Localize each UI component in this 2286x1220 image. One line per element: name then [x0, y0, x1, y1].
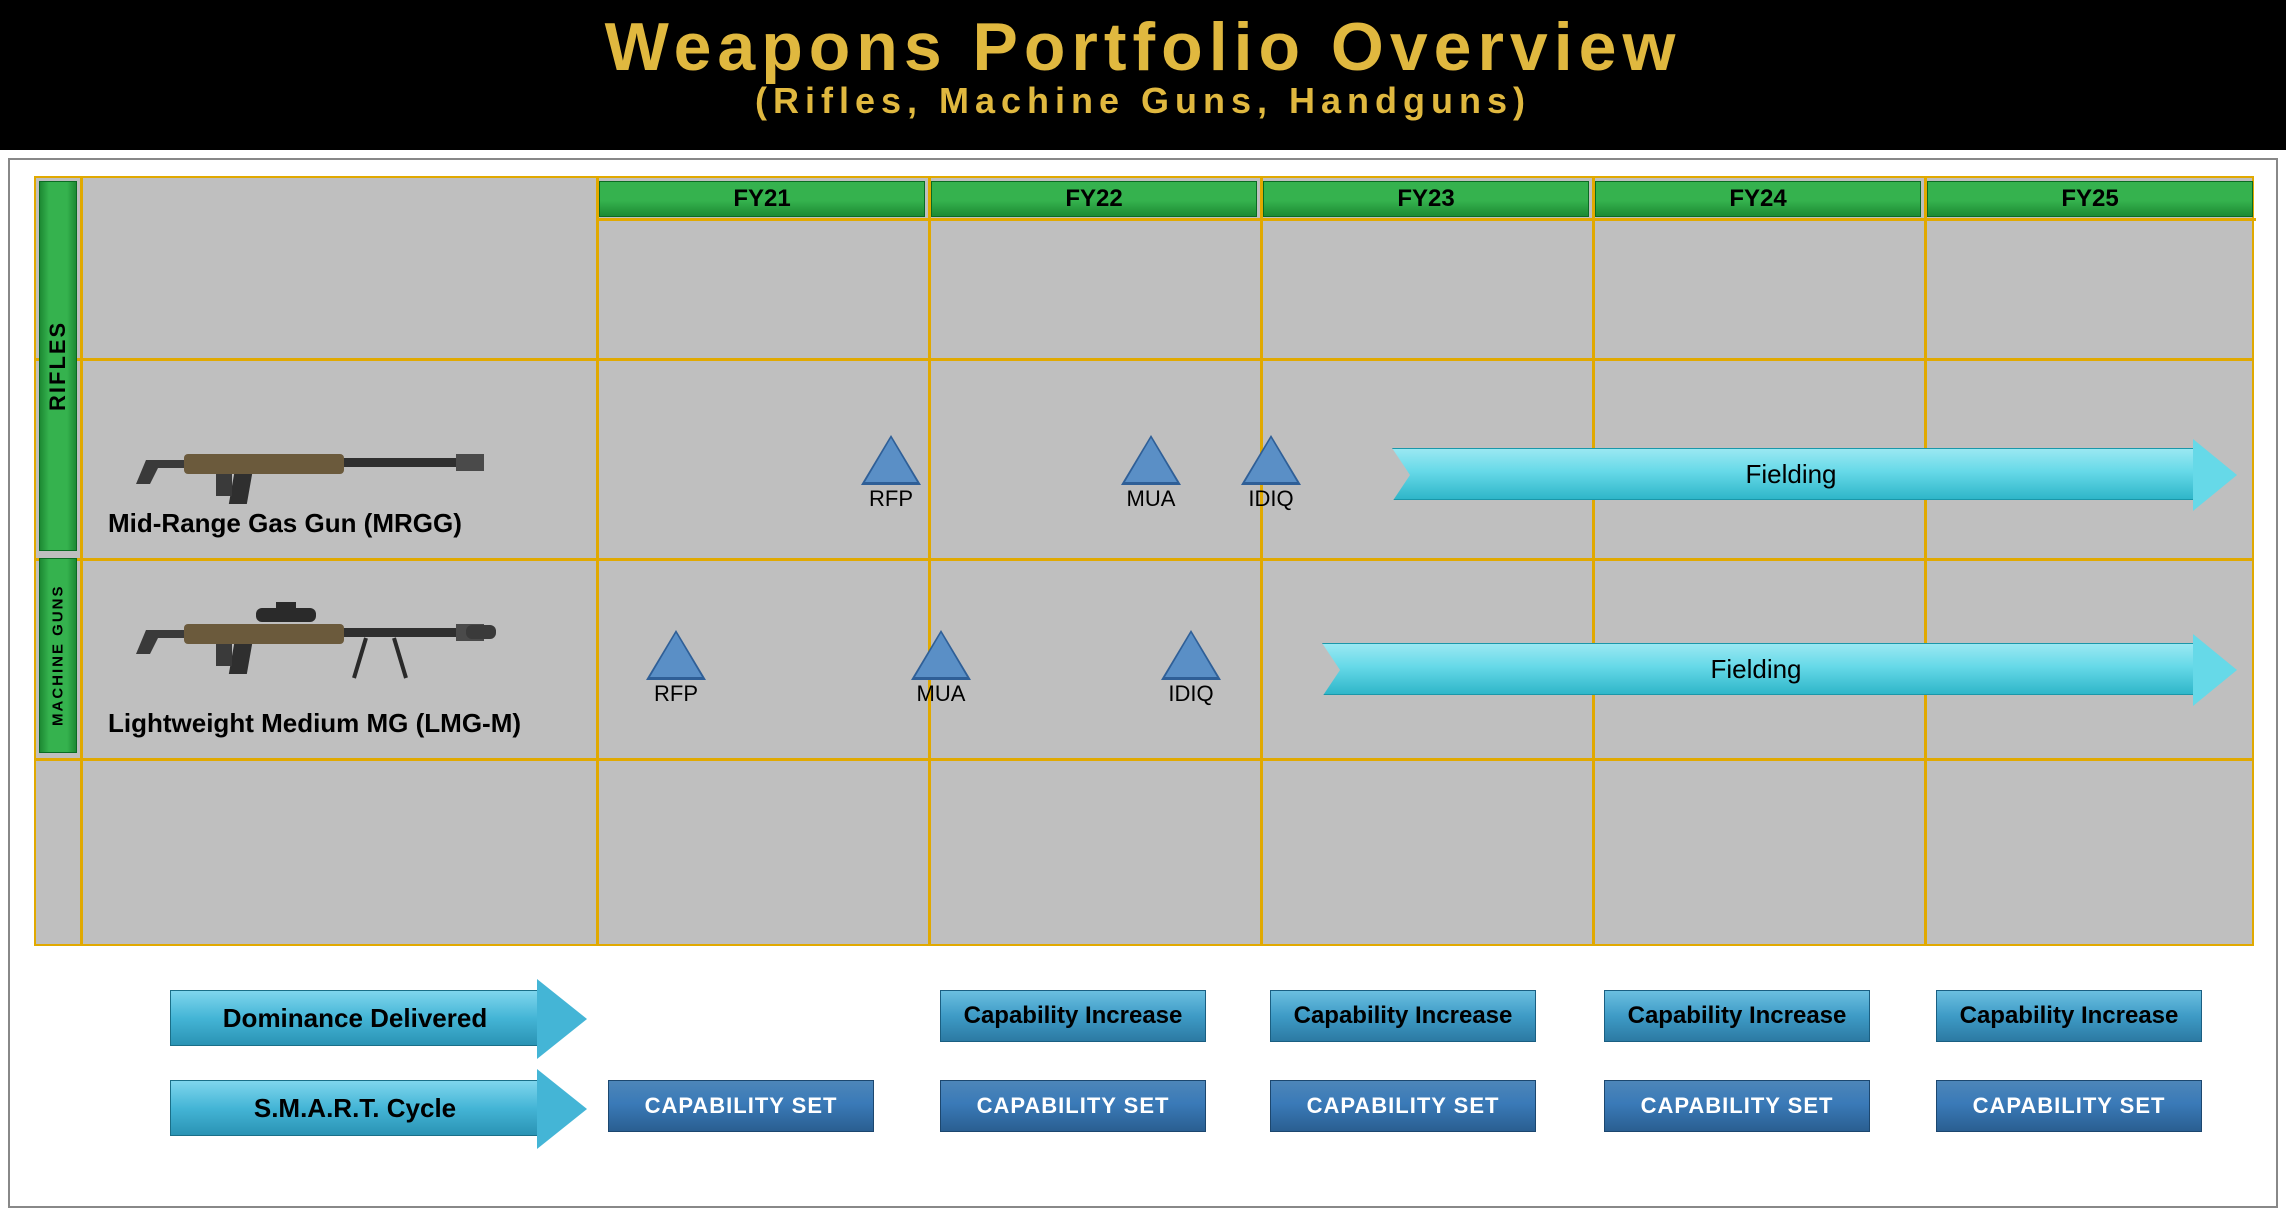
capability-set-1: CAPABILITY SET: [608, 1080, 874, 1132]
dominance-delivered-arrow: Dominance Delivered: [170, 990, 540, 1046]
fielding-arrow-mrgg: Fielding: [1386, 448, 2196, 500]
year-header-fy22: FY22: [931, 181, 1257, 217]
weapon-image-lmgm: [136, 588, 496, 693]
chart-frame: FY21FY22FY23FY24FY25 RIFLES MACHINE GUNS Mi…: [8, 158, 2278, 1208]
capability-set-4: CAPABILITY SET: [1604, 1080, 1870, 1132]
page-subtitle: (Rifles, Machine Guns, Handguns): [0, 80, 2286, 122]
capability-increase-4: Capability Increase: [1936, 990, 2202, 1042]
capability-increase-1: Capability Increase: [940, 990, 1206, 1042]
fielding-arrow-lmgm: Fielding: [1316, 643, 2196, 695]
capability-increase-3: Capability Increase: [1604, 990, 1870, 1042]
category-mg: MACHINE GUNS: [39, 558, 77, 753]
year-header-fy24: FY24: [1595, 181, 1921, 217]
category-rifles: RIFLES: [39, 181, 77, 551]
weapon-label-lmgm: Lightweight Medium MG (LMG-M): [108, 708, 578, 739]
page-title: Weapons Portfolio Overview: [0, 8, 2286, 86]
title-bar: Weapons Portfolio Overview (Rifles, Mach…: [0, 0, 2286, 150]
year-header-fy21: FY21: [599, 181, 925, 217]
weapon-label-mrgg: Mid-Range Gas Gun (MRGG): [108, 508, 578, 539]
capability-increase-2: Capability Increase: [1270, 990, 1536, 1042]
smart-cycle-arrow: S.M.A.R.T. Cycle: [170, 1080, 540, 1136]
year-header-fy25: FY25: [1927, 181, 2253, 217]
timeline-chart: FY21FY22FY23FY24FY25 RIFLES MACHINE GUNS Mi…: [34, 176, 2254, 946]
capability-set-3: CAPABILITY SET: [1270, 1080, 1536, 1132]
capability-set-2: CAPABILITY SET: [940, 1080, 1206, 1132]
capability-set-5: CAPABILITY SET: [1936, 1080, 2202, 1132]
year-header-fy23: FY23: [1263, 181, 1589, 217]
